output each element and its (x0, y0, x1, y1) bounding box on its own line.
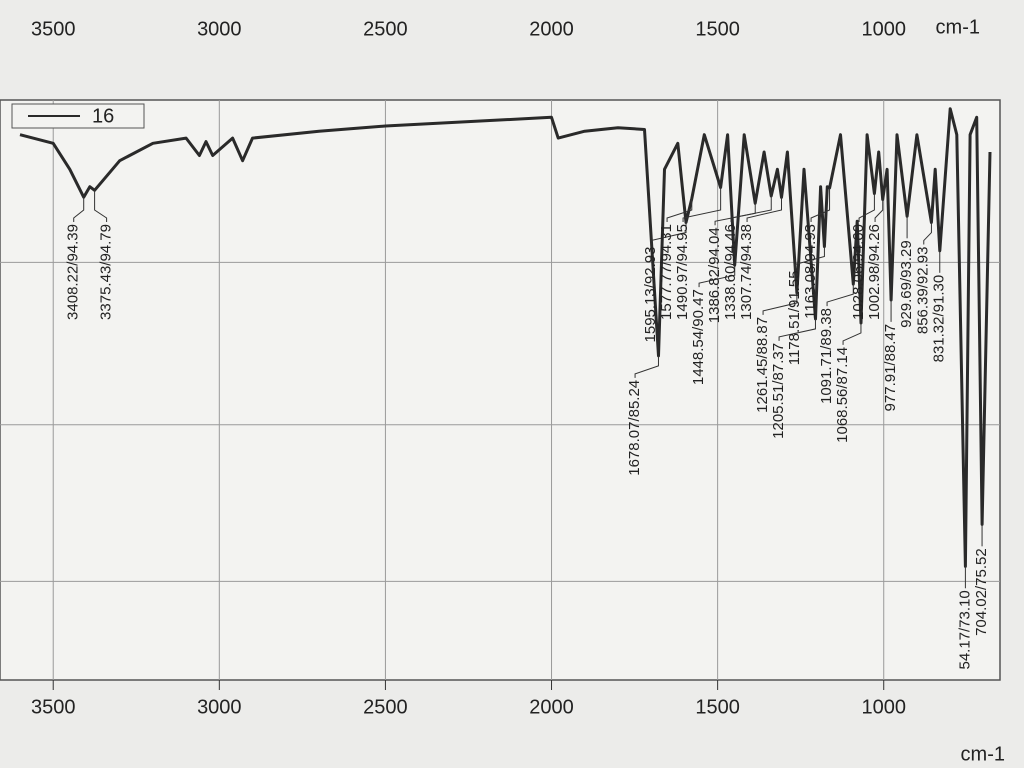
x-tick-label: 1000 (861, 696, 906, 718)
peak-label: 856.39/92.93 (915, 247, 932, 335)
peak-leader (730, 196, 772, 222)
x-tick-label: 2000 (529, 696, 574, 718)
plot-frame (0, 99, 1001, 681)
peak-label: 1307.74/94.38 (738, 224, 755, 320)
peak-label: 977.91/88.47 (882, 324, 899, 412)
peak-label: 1028.06/94.60 (850, 224, 867, 320)
peak-leader (874, 199, 884, 222)
peak-leader (666, 198, 693, 222)
x-tick-label-top: 1500 (695, 18, 740, 40)
peak-label: 1002.98/94.26 (866, 224, 883, 320)
x-tick-label: 2500 (363, 696, 408, 718)
peak-label: 1205.51/87.37 (770, 343, 787, 439)
peak-label: 1386.82/94.04 (706, 227, 723, 323)
peak-label: 1577.77/94.31 (658, 224, 675, 320)
peak-leader (858, 193, 875, 222)
peak-label: 1678.07/85.24 (626, 380, 643, 476)
x-tick-label-top: 3000 (197, 18, 242, 40)
peak-label: 1178.51/91.55 (786, 270, 803, 365)
peak-label: 1490.97/94.95 (674, 224, 691, 320)
peak-label: 3408.22/94.39 (65, 224, 82, 320)
peak-leader (94, 190, 108, 222)
peak-label: 1448.54/90.47 (690, 289, 707, 385)
x-tick-label: 3000 (197, 696, 242, 718)
peak-leader (650, 222, 687, 245)
peak-label: 54.17/73.10 (956, 590, 973, 669)
peak-label: 704.02/75.52 (973, 548, 990, 636)
peak-label: 1163.08/94.93 (802, 224, 819, 319)
peak-label: 1261.45/88.87 (754, 317, 771, 413)
x-tick-label: 3500 (31, 696, 76, 718)
peak-leader (842, 322, 862, 345)
x-axis-label-top: cm-1 (936, 16, 980, 38)
x-tick-label: 1500 (695, 696, 740, 718)
peak-leader (762, 292, 798, 315)
peak-leader (746, 197, 782, 222)
spectrum-line (19, 107, 992, 568)
peak-leader (826, 284, 854, 307)
peak-leader (794, 246, 825, 269)
x-axis-label: cm-1 (961, 743, 1005, 765)
legend-label: 16 (92, 105, 114, 127)
peak-leader (923, 222, 932, 245)
peak-label: 3375.43/94.79 (98, 224, 115, 320)
peak-label: 1091.71/89.38 (818, 308, 835, 404)
peak-leader (810, 187, 831, 222)
peak-label: 1068.56/87.14 (834, 347, 851, 443)
peak-label: 1338.60/94.46 (722, 224, 739, 320)
x-tick-label-top: 3500 (31, 18, 76, 40)
peak-leader (698, 265, 736, 288)
x-tick-label-top: 2500 (363, 18, 408, 40)
peak-label: 1595.13/92.93 (642, 247, 659, 343)
x-tick-label-top: 2000 (529, 18, 574, 40)
x-tick-label-top: 1000 (861, 18, 906, 40)
peak-leader (682, 187, 722, 222)
peak-leader (778, 318, 816, 341)
peak-label: 831.32/91.30 (931, 275, 948, 363)
peak-leader (634, 355, 659, 378)
peak-label: 929.69/93.29 (898, 240, 915, 328)
peak-leader (73, 197, 85, 222)
